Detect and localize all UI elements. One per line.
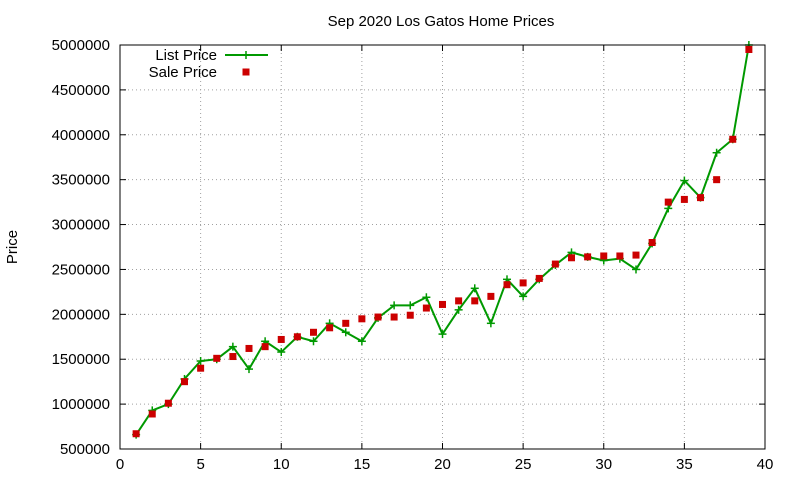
x-tick-label: 40 xyxy=(757,456,774,473)
y-tick-label: 3000000 xyxy=(52,217,110,234)
y-tick-label: 4500000 xyxy=(52,82,110,99)
sale-price-point xyxy=(148,410,156,418)
sale-price-point xyxy=(197,364,205,372)
list-price-point xyxy=(519,292,528,301)
sale-price-point xyxy=(229,353,237,361)
y-tick-label: 1500000 xyxy=(52,351,110,368)
sale-price-point xyxy=(326,324,334,332)
y-axis-label: Price xyxy=(4,230,21,264)
sale-price-point xyxy=(713,176,721,184)
y-tick-label: 2500000 xyxy=(52,261,110,278)
list-price-point xyxy=(228,342,237,351)
list-price-point xyxy=(245,365,253,374)
list-price-point xyxy=(422,293,431,302)
list-price-point xyxy=(390,301,399,310)
list-price-point xyxy=(277,348,286,357)
sale-price-point xyxy=(729,135,737,143)
plot-border xyxy=(119,44,766,450)
sale-price-point xyxy=(745,45,753,53)
list-price-point xyxy=(664,204,673,213)
sale-price-point xyxy=(181,378,188,386)
sale-price-point xyxy=(374,313,382,321)
sale-price-point xyxy=(648,239,656,247)
list-price-point xyxy=(470,284,479,293)
list-price-point xyxy=(357,337,366,346)
sale-price-point xyxy=(535,274,543,282)
sale-price-point xyxy=(213,354,221,362)
x-tick-label: 15 xyxy=(354,456,371,473)
y-tick-label: 4000000 xyxy=(52,127,110,144)
sale-price-point xyxy=(600,252,608,260)
series-layer xyxy=(132,41,753,439)
y-tick-label: 3500000 xyxy=(52,172,110,189)
y-tick-label: 2000000 xyxy=(52,306,110,323)
sale-price-point xyxy=(164,399,172,407)
list-price-point xyxy=(486,319,495,328)
legend-marker-list-price xyxy=(242,51,250,59)
sale-price-point xyxy=(584,253,592,261)
sale-price-point xyxy=(422,304,430,312)
sale-price-point xyxy=(132,430,140,438)
sale-price-point xyxy=(261,343,269,351)
chart-title: Sep 2020 Los Gatos Home Prices xyxy=(328,13,555,30)
y-tick-label: 500000 xyxy=(60,441,110,458)
sale-price-point xyxy=(277,335,285,343)
sale-price-point xyxy=(487,292,495,300)
legend-label-sale-price: Sale Price xyxy=(149,64,217,81)
list-price-point xyxy=(309,337,318,346)
sale-price-point xyxy=(358,315,366,323)
sale-price-point xyxy=(293,333,301,341)
x-tick-label: 20 xyxy=(434,456,451,473)
grid-lines xyxy=(120,45,765,449)
list-price-point xyxy=(454,305,463,314)
x-tick-label: 35 xyxy=(676,456,693,473)
x-tick-label: 10 xyxy=(273,456,290,473)
sale-price-point xyxy=(568,254,575,262)
y-tick-label: 5000000 xyxy=(52,37,110,54)
sale-price-point xyxy=(616,252,624,260)
axis-ticks: 0 5 10 15 20 25 30 35 40 500000 1000000 1500000 2000… xyxy=(52,37,774,473)
sale-price-point xyxy=(680,195,688,203)
sale-price-point xyxy=(519,279,527,287)
x-tick-label: 30 xyxy=(595,456,612,473)
x-tick-label: 5 xyxy=(196,456,204,473)
sale-price-point xyxy=(245,344,253,352)
x-tick-label: 25 xyxy=(515,456,532,473)
sale-price-point xyxy=(697,194,704,202)
sale-price-point xyxy=(632,251,640,259)
list-price-point xyxy=(341,328,350,337)
y-tick-label: 1000000 xyxy=(52,396,110,413)
list-price-point xyxy=(712,148,721,157)
legend-marker-sale-price xyxy=(242,68,250,76)
sale-price-point xyxy=(664,198,672,206)
x-tick-label: 0 xyxy=(116,456,124,473)
sale-price-point xyxy=(390,313,398,321)
sale-price-point xyxy=(310,328,317,336)
list-price-point xyxy=(406,301,415,310)
list-price-point xyxy=(632,265,640,274)
sale-price-point xyxy=(342,319,350,327)
sale-price-point xyxy=(455,297,463,305)
sale-price-point xyxy=(503,281,511,289)
legend-label-list-price: List Price xyxy=(155,47,217,64)
list-price-point xyxy=(196,357,205,366)
sale-price-point xyxy=(551,260,559,268)
list-price-point xyxy=(438,330,447,339)
list-price-line xyxy=(135,44,750,436)
sale-price-point xyxy=(471,297,479,305)
sale-price-point xyxy=(439,300,446,308)
list-price-point xyxy=(680,176,689,185)
sale-price-point xyxy=(406,311,414,319)
